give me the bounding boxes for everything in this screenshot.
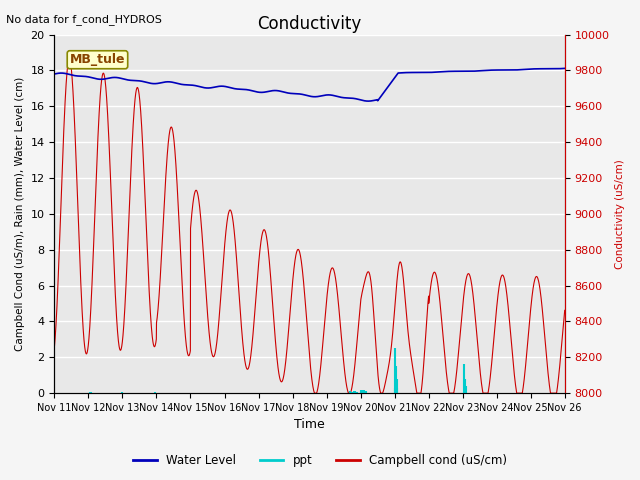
Legend: Water Level, ppt, Campbell cond (uS/cm): Water Level, ppt, Campbell cond (uS/cm) (128, 449, 512, 472)
Y-axis label: Campbell Cond (uS/m), Rain (mm), Water Level (cm): Campbell Cond (uS/m), Rain (mm), Water L… (15, 77, 25, 351)
Text: No data for f_cond_HYDROS: No data for f_cond_HYDROS (6, 14, 163, 25)
Title: Conductivity: Conductivity (257, 15, 362, 33)
Y-axis label: Conductivity (uS/cm): Conductivity (uS/cm) (615, 159, 625, 269)
X-axis label: Time: Time (294, 419, 325, 432)
Text: MB_tule: MB_tule (70, 53, 125, 66)
